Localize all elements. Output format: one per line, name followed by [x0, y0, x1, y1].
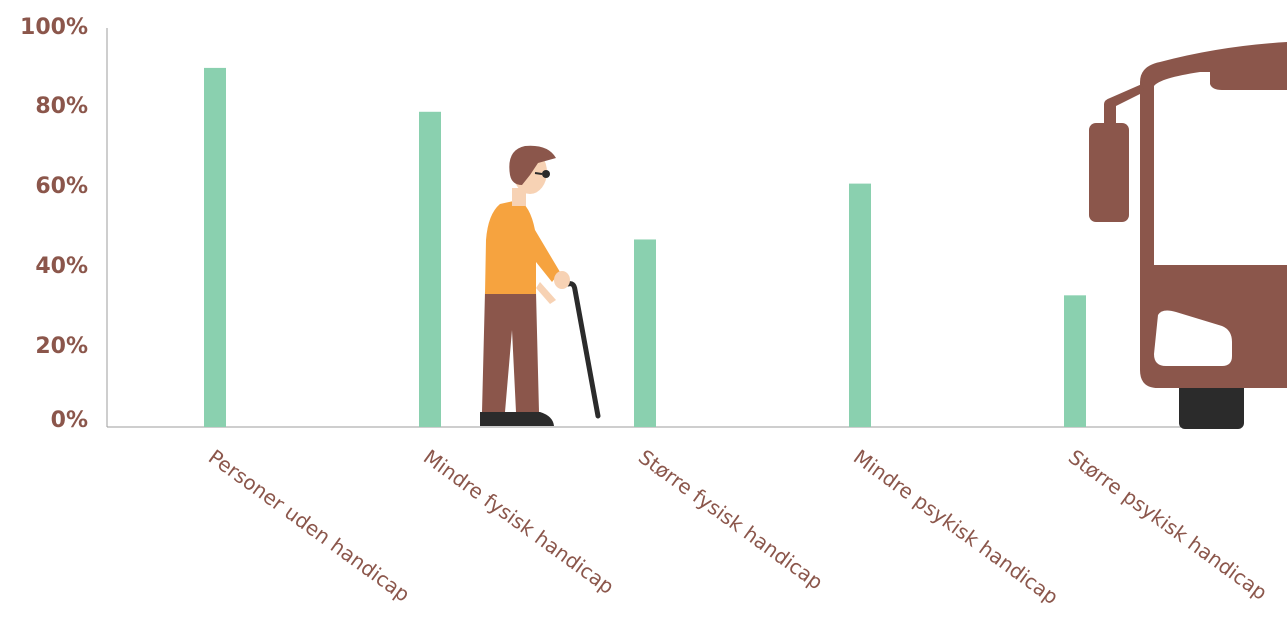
y-axis-ticks: 0% 20% 40% 60% 80% 100% [20, 15, 88, 433]
y-tick-label: 0% [51, 408, 88, 433]
x-tick-label: Mindre fysisk handicap [419, 445, 619, 599]
x-tick-label: Mindre psykisk handicap [849, 445, 1063, 610]
bar [849, 183, 871, 427]
y-tick-label: 100% [20, 15, 88, 40]
bar [1064, 295, 1086, 427]
x-tick-label: Større fysisk handicap [634, 445, 828, 595]
x-tick-label: Personer uden handicap [204, 445, 414, 607]
x-tick-label: Større psykisk handicap [1064, 445, 1272, 605]
y-tick-label: 60% [35, 174, 88, 199]
y-tick-label: 20% [35, 334, 88, 359]
bars [204, 67, 1086, 428]
person-with-cane-icon [480, 145, 601, 426]
bar [419, 111, 441, 427]
bar [634, 239, 656, 427]
x-axis-ticks: Personer uden handicap Mindre fysisk hand… [204, 445, 1272, 610]
y-tick-label: 80% [35, 94, 88, 119]
bar [204, 67, 226, 428]
bus-icon [1089, 42, 1287, 429]
y-tick-label: 40% [35, 254, 88, 279]
